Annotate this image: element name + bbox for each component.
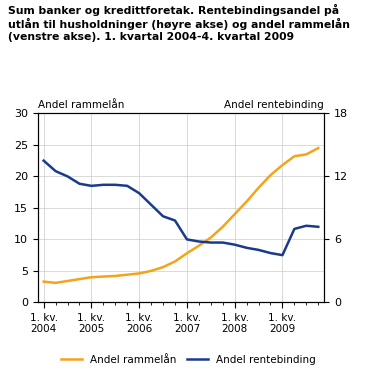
Text: Andel rentebinding: Andel rentebinding [224, 100, 324, 110]
Text: Andel rammelån: Andel rammelån [38, 100, 124, 110]
Text: Sum banker og kredittforetak. Rentebindingsandel på
utlån til husholdninger (høy: Sum banker og kredittforetak. Rentebindi… [8, 4, 349, 42]
Legend: Andel rammelån, Andel rentebinding: Andel rammelån, Andel rentebinding [57, 351, 320, 369]
